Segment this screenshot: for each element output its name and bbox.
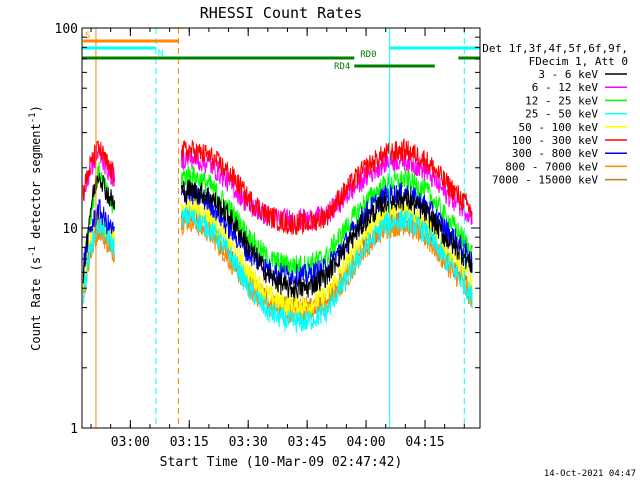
legend-label-1: 6 - 12 keV [532,81,599,94]
flag-bar-2 [389,46,480,50]
legend-header-1: FDecim 1, Att 0 [529,55,628,68]
y-axis-label-part-1: -1 [28,246,38,257]
x-tick-label-0: 03:00 [111,435,150,450]
flag-bar-3 [82,56,355,60]
y-tick-label-0: 1 [70,422,78,437]
y-axis-label-part-3: -1 [28,112,38,123]
flag-bar-0 [83,39,179,43]
x-axis-label: Start Time (10-Mar-09 02:47:42) [160,455,403,470]
series-line-2-1 [180,164,473,277]
series-line-4-1 [180,195,473,317]
legend-label-0: 3 - 6 keV [538,68,598,81]
flag-label-1: N [158,49,163,59]
legend: Det 1f,3f,4f,5f,6f,9f,FDecim 1, Att 03 -… [482,42,628,187]
footer-timestamp: 14-Oct-2021 04:47 [544,469,636,479]
legend-header-0: Det 1f,3f,4f,5f,6f,9f, [482,42,628,55]
flag-label-0: S [85,31,90,41]
flag-label-3: RD0 [360,50,376,60]
x-tick-label-2: 03:30 [229,435,268,450]
axis-layer: 1 10 100 03:00 03:15 03:30 03:45 04:00 04:15 [55,22,480,450]
y-axis-label: Count Rate (s-1 detector segment-1) [28,105,43,351]
vertical-marker-layer [95,28,465,428]
y-axis-label-part-0: Count Rate (s [29,257,43,351]
flag-label-4: RD4 [334,62,350,72]
flag-bar-4 [354,64,435,68]
y-axis-label-part-2: detector segment [29,123,43,246]
legend-label-7: 800 - 7000 keV [505,160,598,173]
legend-label-5: 100 - 300 keV [512,134,598,147]
series-line-3-0 [82,217,116,304]
legend-label-2: 12 - 25 keV [525,94,598,107]
legend-label-6: 300 - 800 keV [512,147,598,160]
legend-label-4: 50 - 100 keV [519,121,599,134]
series-line-7-0 [82,220,116,299]
series-line-3-1 [180,206,473,333]
x-tick-label-5: 04:15 [405,435,444,450]
chart-title: RHESSI Count Rates [200,4,363,22]
flag-bar-5 [458,56,480,60]
x-tick-label-4: 04:00 [346,435,385,450]
flag-bar-1 [82,46,156,50]
series-line-0-1 [180,179,473,299]
legend-label-8: 7000 - 15000 keV [492,174,598,187]
x-tick-label-3: 03:45 [288,435,327,450]
x-tick-label-1: 03:15 [170,435,209,450]
legend-label-3: 25 - 50 keV [525,108,598,121]
series-line-5-1 [180,137,473,235]
series-line-5-0 [82,140,116,201]
y-axis-label-part-4: ) [29,105,43,112]
y-tick-label-1: 10 [62,222,78,237]
series-layer [82,137,473,333]
flag-bar-layer: S N RD0 RD4 [82,31,480,72]
y-tick-label-2: 100 [55,22,78,37]
